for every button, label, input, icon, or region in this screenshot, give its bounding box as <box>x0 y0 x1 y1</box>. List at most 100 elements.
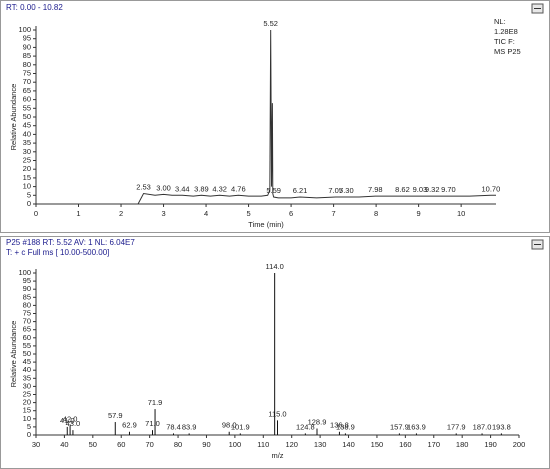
x-tick-label: 150 <box>371 440 384 449</box>
y-tick-label: 30 <box>23 147 31 156</box>
x-tick-label: 200 <box>513 440 526 449</box>
y-tick-label: 20 <box>23 164 31 173</box>
y-tick-label: 35 <box>23 373 31 382</box>
x-tick-label: 90 <box>202 440 210 449</box>
x-tick-label: 3 <box>161 209 165 218</box>
peak-label: 7.98 <box>368 185 383 194</box>
x-tick-label: 180 <box>456 440 469 449</box>
peak-label: 6.21 <box>293 186 308 195</box>
pin-icon[interactable] <box>531 239 544 250</box>
x-tick-label: 5 <box>246 209 250 218</box>
peak-label: 124.8 <box>296 422 315 431</box>
peak-label: 8.62 <box>395 185 410 194</box>
x-tick-label: 10 <box>457 209 465 218</box>
x-tick-label: 170 <box>428 440 441 449</box>
y-tick-label: 100 <box>18 268 31 277</box>
peak-label: 5.59 <box>266 186 281 195</box>
y-tick-label: 70 <box>23 77 31 86</box>
x-tick-label: 30 <box>32 440 40 449</box>
y-tick-label: 0 <box>27 430 31 439</box>
y-tick-label: 40 <box>23 365 31 374</box>
x-tick-label: 130 <box>314 440 327 449</box>
x-tick-label: 4 <box>204 209 208 218</box>
y-tick-label: 85 <box>23 292 31 301</box>
x-tick-label: 160 <box>399 440 412 449</box>
y-tick-label: 50 <box>23 112 31 121</box>
note: MS P25 <box>494 47 521 56</box>
y-tick-label: 40 <box>23 129 31 138</box>
peak-label: 136.8 <box>330 421 349 430</box>
note: TIC F: <box>494 37 515 46</box>
panel-frame <box>0 0 550 233</box>
peak-label: 101.9 <box>231 422 250 431</box>
peak-label: 157.9 <box>390 422 409 431</box>
peak-label: 9.03 <box>413 185 428 194</box>
x-tick-label: 50 <box>89 440 97 449</box>
x-tick-label: 80 <box>174 440 182 449</box>
y-tick-label: 25 <box>23 155 31 164</box>
y-tick-label: 60 <box>23 333 31 342</box>
y-tick-label: 60 <box>23 95 31 104</box>
x-tick-label: 2 <box>119 209 123 218</box>
x-tick-label: 120 <box>285 440 298 449</box>
x-tick-label: 140 <box>342 440 355 449</box>
peak-label: 71.9 <box>148 398 163 407</box>
x-tick-label: 190 <box>484 440 497 449</box>
y-tick-label: 10 <box>23 182 31 191</box>
peak-label: 177.9 <box>447 422 466 431</box>
peak-label: 57.9 <box>108 411 123 420</box>
peak-label: 128.9 <box>308 418 327 427</box>
peak-label: 4.32 <box>212 184 227 193</box>
peak-label: 62.9 <box>122 421 137 430</box>
y-tick-label: 75 <box>23 308 31 317</box>
peak-label: 71.0 <box>145 419 160 428</box>
y-tick-label: 65 <box>23 86 31 95</box>
x-axis-title: m/z <box>271 451 283 460</box>
peak-label: 187.0 <box>473 422 492 431</box>
peak-label: 3.89 <box>194 184 209 193</box>
x-tick-label: 8 <box>374 209 378 218</box>
peak-label: 41.0 <box>60 416 75 425</box>
y-tick-label: 5 <box>27 422 31 431</box>
peak-label: 3.44 <box>175 184 190 193</box>
panel-header: RT: 0.00 - 10.82 <box>6 3 63 12</box>
y-tick-label: 80 <box>23 60 31 69</box>
x-tick-label: 1 <box>76 209 80 218</box>
x-tick-label: 0 <box>34 209 38 218</box>
x-tick-label: 40 <box>60 440 68 449</box>
y-tick-label: 20 <box>23 398 31 407</box>
y-tick-label: 25 <box>23 389 31 398</box>
peak-label: 10.70 <box>482 184 501 193</box>
peak-label: 7.30 <box>339 186 354 195</box>
pin-icon[interactable] <box>531 3 544 14</box>
y-tick-label: 55 <box>23 341 31 350</box>
y-tick-label: 55 <box>23 103 31 112</box>
y-tick-label: 65 <box>23 325 31 334</box>
x-tick-label: 110 <box>257 440 269 449</box>
y-tick-label: 45 <box>23 121 31 130</box>
y-tick-label: 15 <box>23 406 31 415</box>
y-tick-label: 0 <box>27 199 31 208</box>
peak-label: 138.9 <box>336 422 355 431</box>
peak-label: 3.00 <box>156 183 171 192</box>
y-tick-label: 95 <box>23 34 31 43</box>
y-axis-title: Relative Abundance <box>9 321 18 388</box>
note: NL: <box>494 17 506 26</box>
y-tick-label: 35 <box>23 138 31 147</box>
y-axis-title: Relative Abundance <box>9 84 18 151</box>
peak-label: 98.0 <box>222 421 237 430</box>
y-tick-label: 50 <box>23 349 31 358</box>
peak-label: 42.0 <box>63 414 78 423</box>
y-tick-label: 95 <box>23 276 31 285</box>
peak-label: 2.53 <box>136 183 151 192</box>
y-tick-label: 85 <box>23 51 31 60</box>
panel-header: P25 #188 RT: 5.52 AV: 1 NL: 6.04E7 <box>6 238 135 247</box>
y-tick-label: 5 <box>27 190 31 199</box>
y-tick-label: 90 <box>23 284 31 293</box>
peak-label: 9.32 <box>425 185 440 194</box>
y-tick-label: 45 <box>23 357 31 366</box>
peak-label: 193.8 <box>492 422 511 431</box>
peak-label: 9.70 <box>441 185 456 194</box>
note: 1.28E8 <box>494 27 518 36</box>
